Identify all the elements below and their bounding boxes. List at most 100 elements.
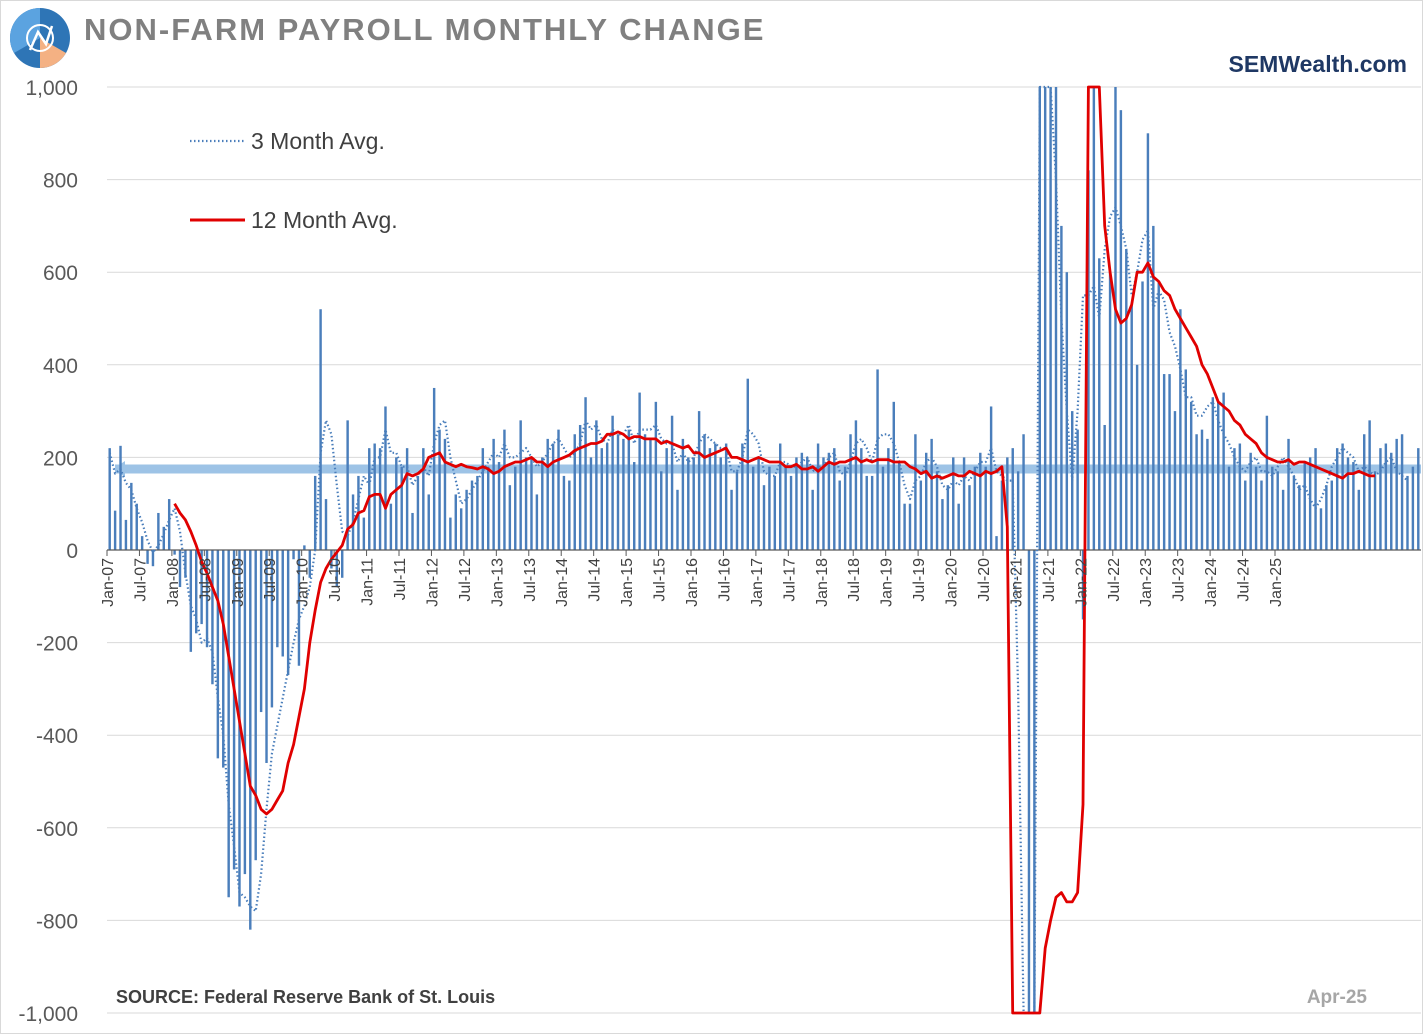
monthly-bar (200, 550, 203, 625)
monthly-bar (984, 466, 987, 550)
monthly-bar (1184, 369, 1187, 550)
monthly-bar (568, 480, 571, 550)
monthly-bar (578, 424, 582, 550)
x-tick-label: Jan-21 (1008, 558, 1025, 607)
monthly-bar (497, 462, 501, 550)
monthly-bar (897, 462, 901, 550)
monthly-bar (746, 378, 749, 550)
monthly-bar (373, 443, 376, 550)
monthly-bar (346, 420, 349, 550)
monthly-bar (670, 415, 674, 550)
monthly-bar (600, 448, 603, 550)
monthly-bar (557, 429, 560, 550)
monthly-bar (335, 550, 339, 588)
x-tick-label: Jan-20 (944, 558, 961, 607)
monthly-bar (562, 475, 566, 550)
monthly-bar (1065, 272, 1069, 550)
monthly-bar (524, 457, 528, 550)
monthly-bar (519, 420, 522, 550)
monthly-bar (952, 457, 955, 550)
monthly-bar (1335, 448, 1339, 550)
monthly-bar (973, 466, 977, 550)
monthly-bar (119, 445, 122, 550)
monthly-bar (903, 503, 906, 550)
x-tick-label: Jan-12 (424, 558, 441, 607)
monthly-bar (1146, 133, 1150, 551)
monthly-bar (541, 457, 544, 550)
monthly-bar (714, 443, 717, 550)
y-tick-label: -1,000 (18, 1003, 78, 1026)
monthly-bar (465, 489, 468, 550)
monthly-bar (1384, 443, 1388, 550)
monthly-bar (605, 443, 609, 550)
x-tick-label: Jan-17 (749, 558, 766, 607)
monthly-bar (1206, 438, 1209, 550)
x-tick-label: Jul-16 (716, 558, 733, 602)
monthly-bar (768, 466, 771, 550)
monthly-bar (1022, 434, 1025, 550)
monthly-bar (319, 309, 322, 550)
three-month-avg-path (108, 85, 1409, 1015)
monthly-bar (724, 443, 728, 550)
monthly-bar (1081, 550, 1085, 620)
monthly-bar (222, 550, 225, 768)
monthly-bar (719, 457, 722, 550)
x-tick-label: Jul-07 (132, 558, 149, 602)
monthly-bar (508, 485, 512, 550)
monthly-bar (535, 494, 539, 550)
monthly-bar (1249, 452, 1252, 550)
monthly-bar (454, 494, 457, 550)
monthly-bar (822, 457, 825, 550)
monthly-bar (1395, 438, 1398, 550)
monthly-bar (270, 550, 274, 708)
monthly-bar (1217, 401, 1220, 550)
x-tick-label: Jul-19 (911, 558, 928, 602)
monthly-bar (459, 508, 463, 550)
monthly-bar (800, 452, 804, 550)
monthly-bar (1016, 471, 1020, 550)
y-tick-label: 800 (43, 170, 78, 193)
monthly-bar (697, 411, 701, 550)
monthly-bar (865, 475, 868, 550)
y-tick-label: 400 (43, 355, 78, 378)
monthly-bar (730, 489, 733, 550)
monthly-bar (1135, 364, 1139, 550)
y-tick-label: 0 (66, 540, 78, 563)
monthly-bar (1411, 466, 1415, 550)
brand-link[interactable]: SEMWealth.com (1228, 51, 1408, 77)
source-note: SOURCE: Federal Reserve Bank of St. Loui… (116, 987, 496, 1007)
monthly-bar (113, 510, 117, 550)
monthly-bar (400, 466, 403, 550)
monthly-bar (881, 466, 885, 550)
monthly-bar (470, 480, 474, 550)
monthly-bar (573, 434, 576, 550)
monthly-bar (308, 550, 311, 578)
x-tick-label: Jul-15 (652, 558, 669, 602)
monthly-bar (1281, 489, 1285, 550)
monthly-bar (362, 517, 366, 550)
monthly-bar (811, 489, 814, 550)
x-tick-label: Jan-22 (1073, 558, 1090, 607)
monthly-bar (530, 457, 533, 550)
monthly-bar (1168, 374, 1171, 550)
monthly-bar (130, 482, 133, 550)
monthly-bar (838, 480, 841, 550)
x-tick-label: Jul-23 (1171, 558, 1188, 602)
x-tick-label: Jan-09 (230, 558, 247, 607)
monthly-bar (957, 503, 960, 550)
x-tick-label: Jul-20 (976, 558, 993, 602)
monthly-bar (860, 448, 863, 550)
monthly-bar (1098, 258, 1101, 550)
monthly-bar (833, 448, 836, 550)
monthly-bar (676, 489, 679, 550)
x-tick-label: Jan-23 (1138, 558, 1155, 607)
monthly-bar (195, 550, 198, 634)
x-tick-label: Jan-11 (360, 558, 377, 606)
monthly-bar (492, 438, 495, 550)
monthly-bar (303, 545, 306, 550)
legend-label: 3 Month Avg. (251, 128, 385, 154)
monthly-bar (1038, 87, 1041, 550)
x-axis (106, 549, 1421, 556)
x-tick-label: Jan-25 (1268, 558, 1285, 607)
